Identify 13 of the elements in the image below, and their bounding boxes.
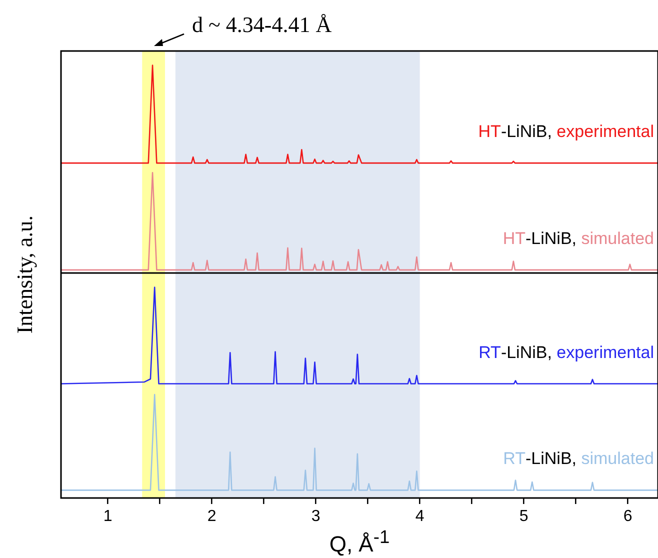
x-tick-label: 6 [623,508,632,526]
x-tick-label: 4 [415,508,424,526]
text: d ~ 4.34-4.41 Å [192,12,332,38]
y-axis-title: Intensity, a.u. [12,215,37,334]
x-axis-title: Q, Å$^{-1}$ [328,526,391,558]
x-tick-label: 5 [519,508,528,526]
x-tick-label: 3 [311,508,320,526]
x-tick-label: 1 [103,508,112,526]
series-label: HT-LiNiB, experimental [478,122,654,142]
series-label: RT-LiNiB, simulated [503,449,654,468]
x-tick-label: 2 [207,508,216,526]
series-label: RT-LiNiB, experimental [478,342,654,362]
series-label: HT-LiNiB, simulated [502,228,654,248]
